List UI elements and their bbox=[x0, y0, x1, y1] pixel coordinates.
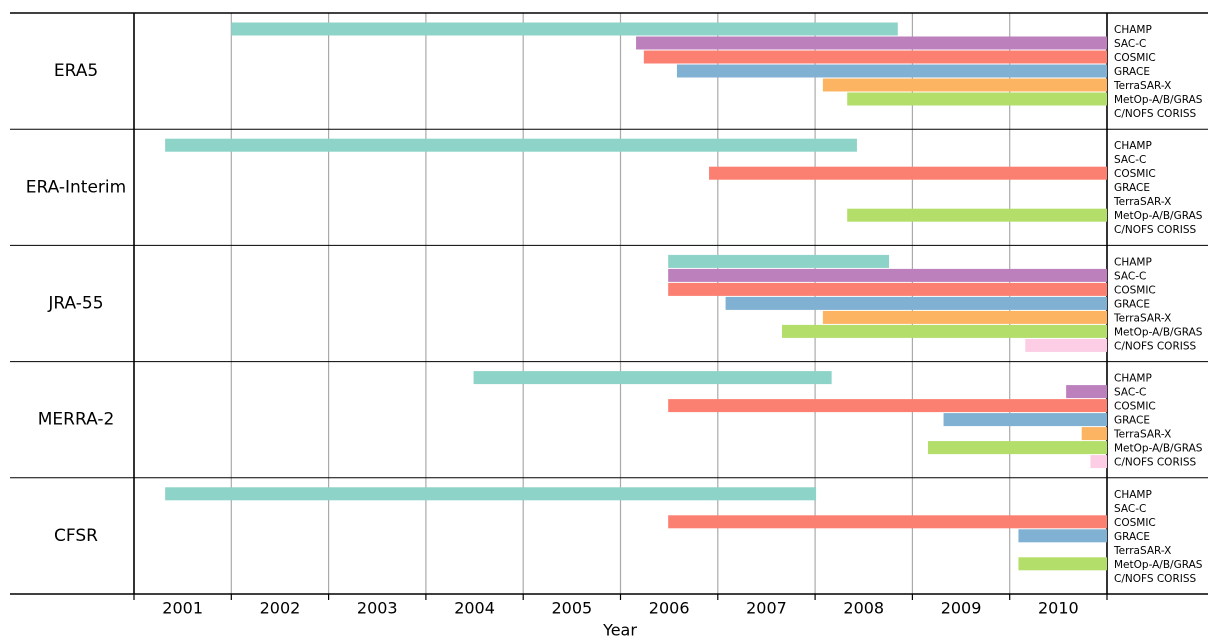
x-tick-label: 2002 bbox=[260, 599, 301, 618]
series-label: SAC-C bbox=[1114, 154, 1146, 166]
series-label: MetOp-A/B/GRAS bbox=[1114, 94, 1203, 106]
bar bbox=[927, 441, 1107, 455]
series-label: GRACE bbox=[1114, 298, 1150, 310]
series-label: GRACE bbox=[1114, 531, 1150, 543]
bar bbox=[668, 254, 890, 268]
series-label: SAC-C bbox=[1114, 270, 1146, 282]
bar bbox=[1025, 338, 1107, 352]
bar bbox=[668, 399, 1107, 413]
x-tick-label: 2004 bbox=[454, 599, 495, 618]
x-tick-label: 2008 bbox=[843, 599, 884, 618]
x-axis-label: Year bbox=[602, 621, 637, 639]
series-label: C/NOFS CORISS bbox=[1114, 340, 1196, 352]
series-label: MetOp-A/B/GRAS bbox=[1114, 326, 1203, 338]
series-label: TerraSAR-X bbox=[1113, 312, 1171, 324]
series-label: GRACE bbox=[1114, 415, 1150, 427]
bar bbox=[822, 310, 1107, 324]
bar bbox=[473, 371, 832, 385]
bar bbox=[668, 515, 1107, 529]
group-label: MERRA-2 bbox=[38, 410, 115, 430]
group-label: CFSR bbox=[54, 526, 98, 546]
group-label: JRA-55 bbox=[47, 294, 103, 314]
bar bbox=[943, 413, 1107, 427]
bar bbox=[668, 282, 1107, 296]
x-tick-label: 2007 bbox=[746, 599, 787, 618]
bar bbox=[709, 166, 1107, 180]
x-tick-label: 2003 bbox=[357, 599, 398, 618]
bar bbox=[782, 324, 1107, 338]
series-label: SAC-C bbox=[1114, 503, 1146, 515]
series-label: TerraSAR-X bbox=[1113, 429, 1171, 441]
bar bbox=[165, 487, 817, 501]
series-label: TerraSAR-X bbox=[1113, 545, 1171, 557]
series-label: GRACE bbox=[1114, 66, 1150, 78]
series-label: CHAMP bbox=[1114, 373, 1152, 385]
series-label: MetOp-A/B/GRAS bbox=[1114, 443, 1203, 455]
x-tick-label: 2009 bbox=[941, 599, 982, 618]
series-label: CHAMP bbox=[1114, 256, 1152, 268]
x-tick-label: 2010 bbox=[1038, 599, 1079, 618]
series-label: C/NOFS CORISS bbox=[1114, 224, 1196, 236]
bar bbox=[636, 36, 1107, 50]
x-tick-label: 2005 bbox=[551, 599, 592, 618]
group-label: ERA-Interim bbox=[26, 177, 126, 197]
bar bbox=[847, 208, 1107, 222]
series-label: COSMIC bbox=[1114, 284, 1156, 296]
group-label: ERA5 bbox=[54, 61, 98, 81]
bar bbox=[822, 78, 1107, 92]
series-label: TerraSAR-X bbox=[1113, 196, 1171, 208]
series-label: MetOp-A/B/GRAS bbox=[1114, 559, 1203, 571]
series-label: COSMIC bbox=[1114, 517, 1156, 529]
bar bbox=[668, 268, 1107, 282]
bar bbox=[725, 296, 1107, 310]
bar bbox=[1081, 427, 1107, 441]
series-label: COSMIC bbox=[1114, 401, 1156, 413]
series-label: C/NOFS CORISS bbox=[1114, 573, 1196, 585]
series-label: CHAMP bbox=[1114, 140, 1152, 152]
series-label: SAC-C bbox=[1114, 38, 1146, 50]
series-label: CHAMP bbox=[1114, 489, 1152, 501]
bar bbox=[231, 22, 898, 36]
series-label: C/NOFS CORISS bbox=[1114, 108, 1196, 120]
series-label: C/NOFS CORISS bbox=[1114, 457, 1196, 469]
bar bbox=[1090, 455, 1107, 469]
bar bbox=[1066, 385, 1107, 399]
bar bbox=[1018, 557, 1107, 571]
series-label: MetOp-A/B/GRAS bbox=[1114, 210, 1203, 222]
bar bbox=[643, 50, 1107, 64]
bar bbox=[847, 92, 1107, 106]
x-tick-label: 2001 bbox=[162, 599, 203, 618]
series-label: GRACE bbox=[1114, 182, 1150, 194]
bar bbox=[165, 138, 857, 152]
bar bbox=[1018, 529, 1107, 543]
x-tick-label: 2006 bbox=[649, 599, 690, 618]
series-label: COSMIC bbox=[1114, 168, 1156, 180]
series-label: COSMIC bbox=[1114, 52, 1156, 64]
series-label: SAC-C bbox=[1114, 387, 1146, 399]
series-label: CHAMP bbox=[1114, 24, 1152, 36]
bar bbox=[676, 64, 1107, 78]
series-label: TerraSAR-X bbox=[1113, 80, 1171, 92]
